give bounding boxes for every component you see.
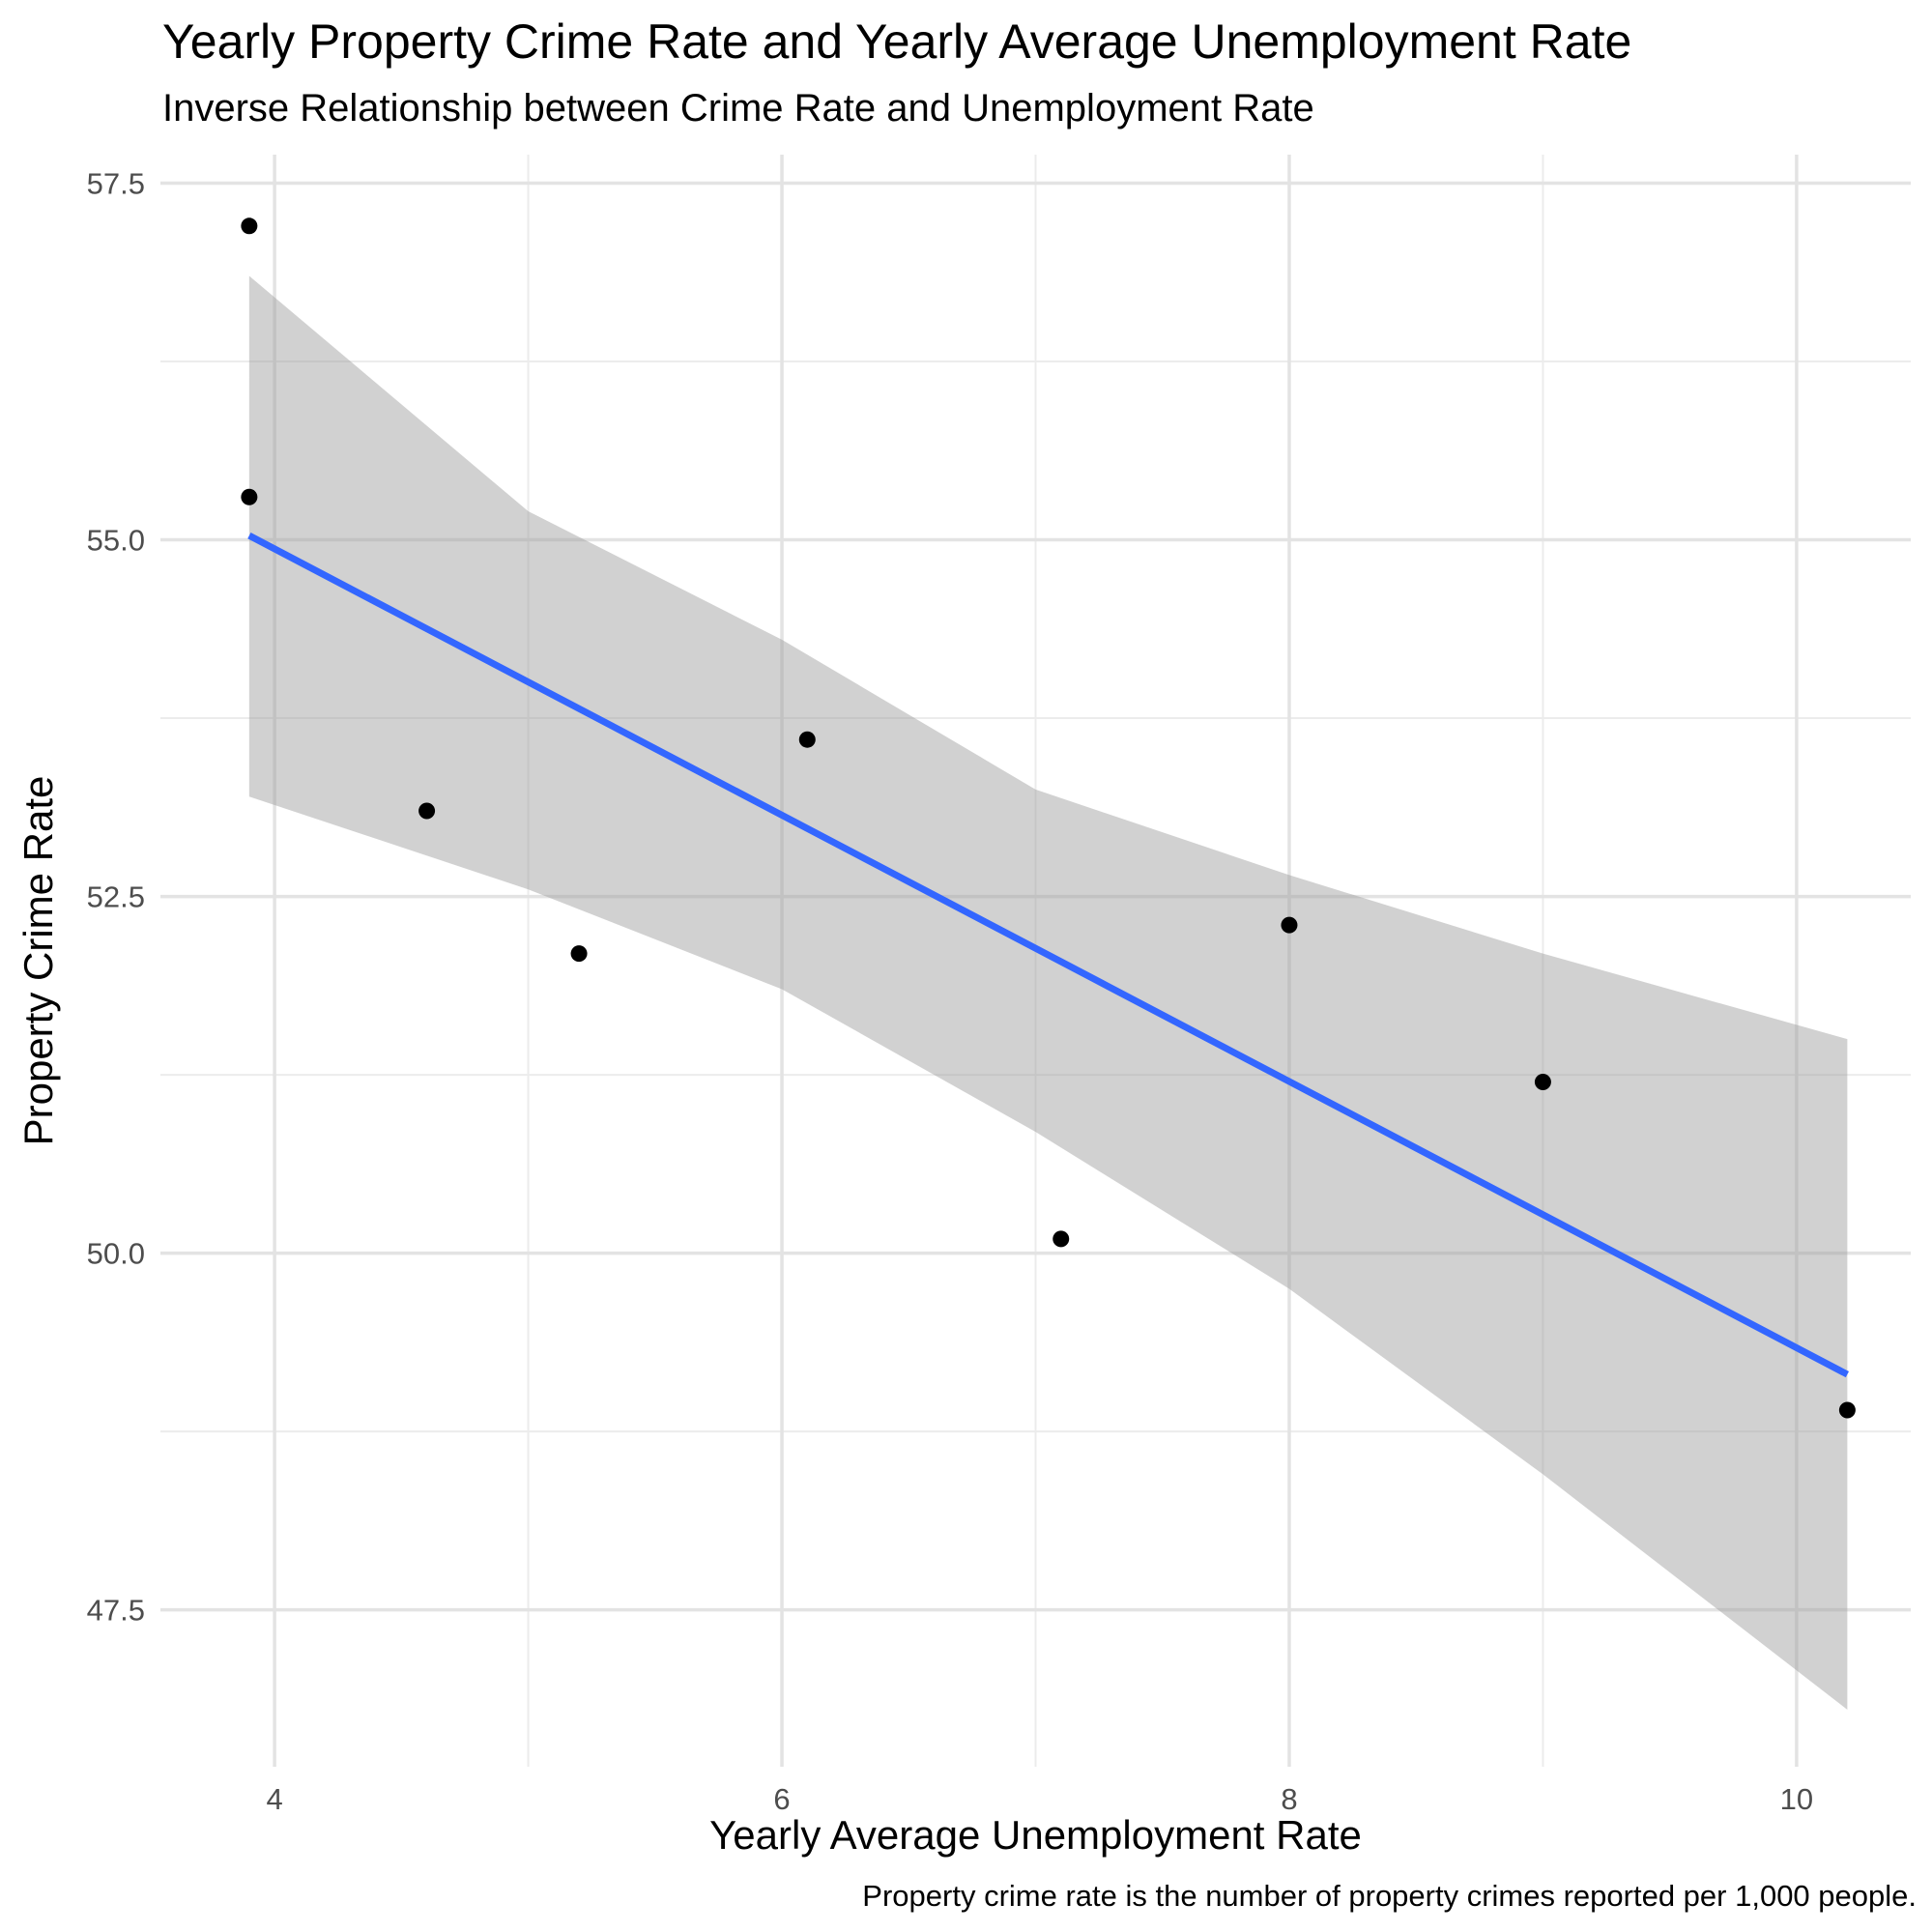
x-tick-label: 8: [1281, 1782, 1297, 1816]
data-point: [1534, 1073, 1551, 1090]
data-point: [1838, 1401, 1856, 1419]
tick-labels: 4 6 8 10 47.5 50.0 52.5 55.0 57.5: [87, 167, 1813, 1816]
data-point: [1053, 1230, 1070, 1248]
y-tick-label: 55.0: [87, 524, 145, 558]
grid-lines: [160, 155, 1911, 1767]
confidence-band: [248, 275, 1848, 1710]
chart-title: Yearly Property Crime Rate and Yearly Av…: [162, 14, 1632, 69]
confidence-band-layer: [248, 275, 1848, 1710]
data-point: [418, 802, 436, 820]
x-axis-label: Yearly Average Unemployment Rate: [709, 1812, 1362, 1858]
x-tick-label: 4: [266, 1782, 282, 1816]
x-tick-label: 6: [773, 1782, 790, 1816]
y-tick-label: 57.5: [87, 167, 145, 201]
chart-caption: Property crime rate is the number of pro…: [862, 1879, 1917, 1913]
x-tick-label: 10: [1780, 1782, 1813, 1816]
data-points: [241, 217, 1856, 1419]
y-tick-label: 47.5: [87, 1594, 145, 1628]
y-tick-label: 52.5: [87, 880, 145, 914]
data-point: [241, 217, 258, 235]
y-axis-label: Property Crime Rate: [15, 775, 61, 1146]
chart-subtitle: Inverse Relationship between Crime Rate …: [162, 87, 1314, 130]
regression-line: [247, 533, 1850, 1378]
data-point: [570, 945, 588, 963]
y-tick-label: 50.0: [87, 1237, 145, 1271]
data-point: [798, 731, 816, 748]
data-point: [241, 488, 258, 505]
fit-line-layer: [247, 533, 1850, 1378]
data-point: [1281, 916, 1298, 934]
